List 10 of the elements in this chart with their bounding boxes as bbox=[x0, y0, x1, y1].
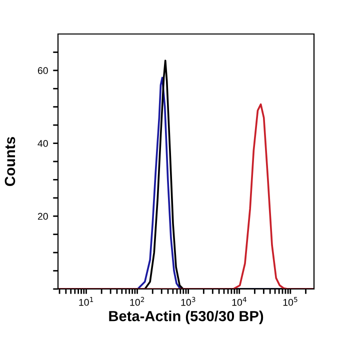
y-tick-label: 20 bbox=[38, 212, 48, 220]
y-tick-label: 60 bbox=[38, 67, 48, 74]
x-axis-title: Beta-Actin (530/30 BP) bbox=[109, 310, 264, 324]
x-tick-label: 10$^{3}$ bbox=[181, 296, 196, 306]
x-tick-label: 10$^{5}$ bbox=[283, 297, 298, 306]
x-tick-label: 10$^{2}$ bbox=[130, 296, 144, 306]
x-tick-label: 10$^{1}$ bbox=[79, 297, 94, 306]
y-axis-title: Counts bbox=[4, 136, 16, 186]
y-tick-label: 40 bbox=[38, 140, 48, 147]
x-tick-label: 10$^{4}$ bbox=[232, 297, 246, 306]
